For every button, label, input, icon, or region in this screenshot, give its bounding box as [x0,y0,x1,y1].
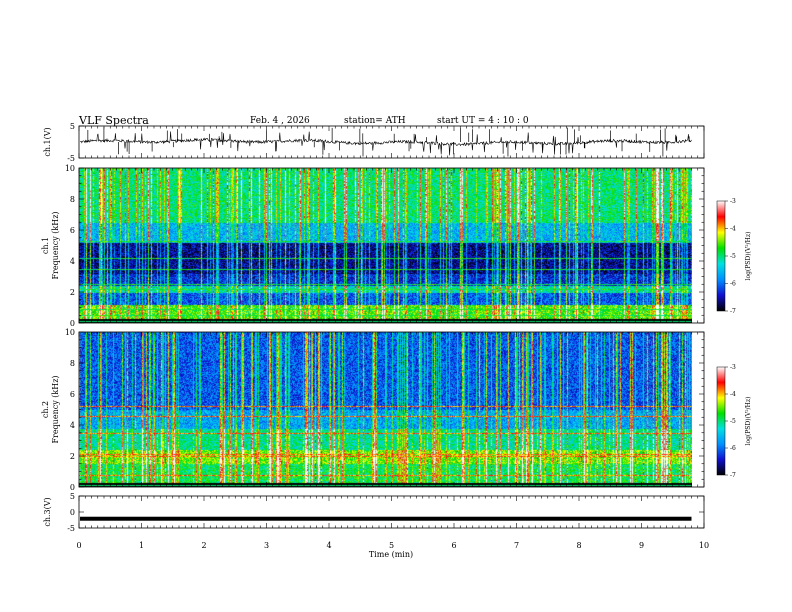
ch3-waveform-ytick-label: 0 [70,508,75,517]
ch3-waveform-ytick-label: -5 [67,524,75,533]
ch1-spectrogram-ytick-label: 10 [65,164,75,173]
ch2-colorbar: -3 -4 -5 -6 -7 log(PSD)(V²/Hz) [716,364,752,479]
ch1-spectrogram-colorbar-bar [716,200,726,312]
ch2-spectrogram-colorbar-bar [716,366,726,476]
ch3-waveform-ytick-label: 5 [70,492,75,501]
ch1-spectrogram-cb-tick-label: -3 [730,198,736,205]
x-tick-label: 9 [639,541,644,550]
x-tick-label: 2 [201,541,206,550]
ch2-spectrogram-ylabel: Frequency (kHz) [51,375,60,443]
ch2-spectrogram-ytick-label: 6 [70,390,75,399]
ch2-spectrogram-cb-tick-label: -5 [730,418,736,425]
ch1-waveform-panel: 5 -5 ch.1(V) [43,122,705,163]
ch1-spectrogram-cb-tick-label: -6 [730,281,736,288]
ch1-spectrogram-ytick-label: 8 [70,195,75,204]
ch2-spectrogram-cb-tick-label: -6 [730,445,736,452]
ch3-waveform-ylabel: ch.3(V) [43,497,52,526]
x-tick-label: 10 [699,541,709,550]
ch1-spectrogram-ytick-label: 6 [70,226,75,235]
x-axis-label: Time (min) [369,550,413,559]
ch2-spectrogram-cb-tick-label: -7 [730,472,736,479]
ch1-spectrogram-ytick-label: 4 [70,257,75,266]
ch1-spectrogram-ylabel: Frequency (kHz) [51,211,60,279]
ch2-spectrogram-panel: 0 2 4 6 8 10 ch.2 Frequency (kHz) [41,328,705,492]
x-tick-label: 0 [76,541,81,550]
x-tick-label: 1 [139,541,144,550]
ch1-spectrogram-cb-label: log(PSD)(V²/Hz) [745,232,752,281]
ch2-spectrogram-cb-label: log(PSD)(V²/Hz) [745,397,752,446]
ch1-spectrogram-cb-tick-label: -4 [730,226,736,233]
x-tick-label: 6 [451,541,456,550]
ch3-signal-trace [80,516,692,521]
ch1-spectrogram-ytick-label: 0 [70,319,75,328]
ch2-spectrogram-ytick-label: 2 [70,452,75,461]
ch2-spectrogram-ytick-label: 8 [70,359,75,368]
ch1-spectrogram-ytick-label: 2 [70,288,75,297]
ch2-spectrogram-ylabel-top: ch.2 [41,401,50,418]
ch1-signal-trace [80,131,692,156]
ch1-waveform-ytick-label: 5 [70,122,75,131]
ch1-spectrogram-cb-tick-label: -5 [730,253,736,260]
ch2-spectrogram-ytick-label: 4 [70,421,75,430]
ch2-spectrogram-ytick-label: 10 [65,328,75,337]
x-tick-label: 8 [576,541,581,550]
x-tick-label: 4 [326,541,331,550]
start-time-label: start UT = 4 : 10 : 0 [437,116,529,126]
station-label: station= ATH [344,116,406,126]
ch2-spectrogram-cb-tick-label: -4 [730,391,736,398]
ch1-waveform-ylabel: ch.1(V) [43,127,52,156]
ch1-colorbar: -3 -4 -5 -6 -7 log(PSD)(V²/Hz) [716,198,752,315]
date-label: Feb. 4 , 2026 [250,116,310,126]
ch2-spectrogram-ytick-label: 0 [70,483,75,492]
time-axis: 0 1 2 3 4 5 6 7 8 9 10 [76,541,709,550]
ch3-waveform-panel: 5 0 -5 ch.3(V) [43,492,705,533]
ch1-spectrogram-cb-tick-label: -7 [730,308,736,315]
ch1-spectrogram-image [79,168,692,323]
ch2-spectrogram-image [79,332,692,487]
chart-title: VLF Spectra [78,114,149,127]
ch1-spectrogram-panel: 0 2 4 6 8 10 ch.1 Frequency (kHz) [41,164,705,328]
x-tick-label: 7 [514,541,519,550]
x-tick-label: 5 [389,541,394,550]
ch1-waveform-ytick-label: -5 [67,154,75,163]
ch1-spectrogram-ylabel-top: ch.1 [41,237,50,254]
x-tick-label: 3 [264,541,269,550]
ch2-spectrogram-cb-tick-label: -3 [730,364,736,371]
